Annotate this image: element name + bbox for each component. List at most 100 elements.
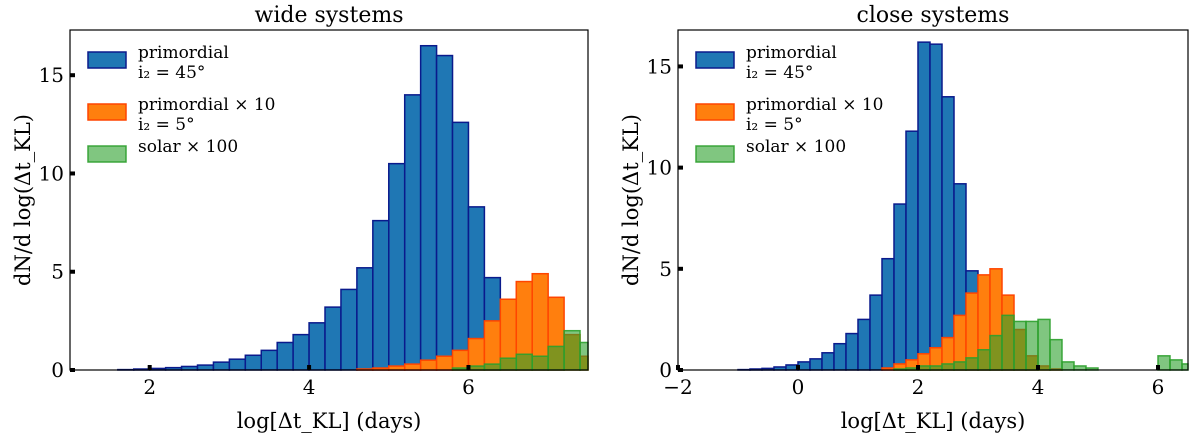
- bar-primordial: [881, 257, 895, 371]
- y-tick-label: 10: [647, 156, 672, 180]
- bar-primordial: [276, 341, 294, 371]
- legend-label: primordial: [746, 43, 837, 63]
- bar-primordial-x10: [435, 355, 454, 371]
- legend-label: solar × 100: [746, 137, 846, 157]
- x-tick-label: 2: [912, 375, 925, 399]
- bar-solar-x100: [579, 341, 589, 371]
- bar-primordial: [228, 358, 247, 371]
- legend-sublabel: i₂ = 5°: [746, 115, 803, 135]
- bar-primordial: [196, 364, 215, 371]
- y-tick-label: 15: [39, 63, 64, 87]
- x-tick-label: 4: [303, 375, 316, 399]
- bar-primordial: [435, 54, 454, 371]
- bar-primordial-x10: [467, 337, 486, 371]
- bar-solar-x100: [953, 361, 967, 371]
- bar-solar-x100: [1001, 314, 1015, 371]
- x-axis-label: log[Δt_KL] (days): [841, 409, 1026, 433]
- bar-primordial: [308, 322, 326, 371]
- legend-sublabel: i₂ = 45°: [746, 63, 813, 83]
- bar-primordial: [419, 44, 438, 371]
- bar-solar-x100: [929, 365, 943, 371]
- legend-swatch: [87, 145, 127, 163]
- bar-primordial: [388, 162, 406, 371]
- bar-solar-x100: [1181, 363, 1189, 371]
- bar-primordial: [260, 349, 278, 371]
- legend-swatch: [87, 103, 127, 121]
- bar-primordial: [929, 43, 943, 371]
- bar-solar-x100: [977, 349, 991, 371]
- bar-primordial: [292, 333, 310, 371]
- bar-solar-x100: [499, 357, 518, 371]
- legend-swatch: [87, 51, 127, 69]
- bar-primordial: [244, 354, 263, 371]
- bar-solar-x100: [547, 345, 565, 371]
- bar-primordial: [845, 332, 859, 371]
- bar-solar-x100: [941, 363, 955, 371]
- legend-sublabel: i₂ = 45°: [138, 63, 205, 83]
- legend-sublabel: i₂ = 5°: [138, 115, 195, 135]
- x-tick-label: 0: [792, 375, 805, 399]
- bar-primordial: [941, 96, 955, 371]
- bar-primordial-x10: [451, 349, 470, 371]
- bar-solar-x100: [563, 329, 581, 371]
- y-tick-label: 15: [647, 54, 672, 78]
- bar-primordial: [809, 358, 823, 371]
- legend-label: primordial × 10: [138, 95, 276, 115]
- y-tick-label: 10: [39, 161, 64, 185]
- bar-primordial: [212, 361, 231, 371]
- axes-frame: [69, 29, 589, 371]
- bar-primordial-x10: [403, 363, 422, 371]
- bar-solar-x100: [1049, 338, 1063, 371]
- x-tick-label: 4: [1032, 375, 1045, 399]
- panel-wide-systems: 2 4 6 0 5 10 15 wide systems log[Δt_KL] (days) dN…: [11, 3, 589, 433]
- bar-solar-x100: [1025, 320, 1039, 371]
- bar-solar-x100: [1013, 320, 1027, 371]
- bar-primordial: [403, 94, 422, 371]
- chart-title: wide systems: [255, 3, 404, 28]
- bar-primordial-x10: [419, 359, 438, 371]
- bar-solar-x100: [1061, 361, 1075, 371]
- legend-label: primordial × 10: [746, 95, 884, 115]
- y-tick-label: 5: [51, 260, 64, 284]
- bar-solar-x100: [1169, 359, 1183, 371]
- x-tick-label: 6: [1152, 375, 1165, 399]
- bar-primordial: [324, 306, 342, 371]
- histogram-bars: [737, 41, 1189, 371]
- bar-solar-x100: [515, 353, 533, 371]
- bar-primordial: [340, 288, 358, 371]
- bar-primordial: [821, 352, 835, 371]
- bar-primordial: [893, 203, 907, 371]
- bar-primordial: [451, 121, 470, 371]
- bar-solar-x100: [1037, 318, 1051, 371]
- bar-solar-x100: [989, 334, 1003, 371]
- bar-primordial-x10: [483, 320, 502, 371]
- bar-solar-x100: [531, 355, 549, 371]
- legend-swatch: [695, 145, 735, 163]
- bar-primordial: [356, 267, 374, 371]
- bar-primordial: [833, 342, 847, 371]
- bar-solar-x100: [483, 363, 502, 371]
- bar-primordial: [372, 219, 390, 371]
- x-axis-label: log[Δt_KL] (days): [237, 409, 422, 433]
- x-tick-label: 6: [462, 375, 475, 399]
- x-tick-label: −2: [663, 375, 692, 399]
- axes-frame: [677, 29, 1189, 371]
- legend-label: primordial: [138, 43, 229, 63]
- y-axis-label: dN/d log(Δt_KL): [619, 114, 643, 286]
- bar-solar-x100: [965, 357, 979, 371]
- bar-primordial: [857, 318, 871, 371]
- histogram-bars: [117, 44, 589, 371]
- y-tick-label: 0: [659, 358, 672, 382]
- y-axis-label: dN/d log(Δt_KL): [11, 114, 35, 286]
- y-tick-label: 5: [659, 257, 672, 281]
- legend-label: solar × 100: [138, 137, 238, 157]
- x-tick-label: 2: [143, 375, 156, 399]
- bar-primordial: [905, 130, 919, 371]
- legend-swatch: [695, 103, 735, 121]
- bar-primordial: [869, 294, 883, 371]
- y-tick-label: 0: [51, 358, 64, 382]
